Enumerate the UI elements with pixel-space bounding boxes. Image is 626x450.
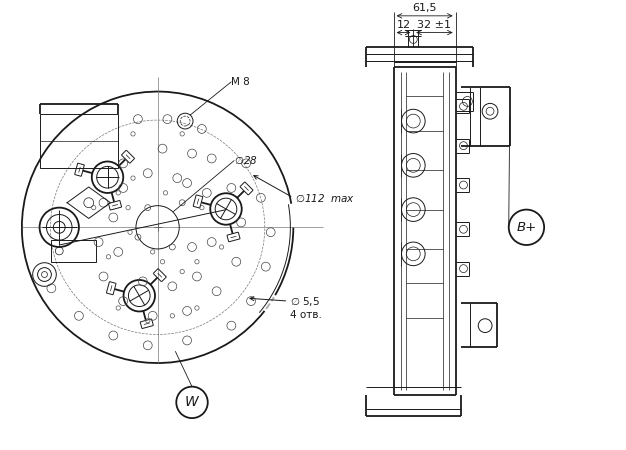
Text: $\varnothing$ 5,5: $\varnothing$ 5,5 bbox=[290, 295, 321, 307]
Text: M 8: M 8 bbox=[232, 77, 250, 87]
Text: $\varnothing$28: $\varnothing$28 bbox=[234, 154, 258, 166]
Text: 61,5: 61,5 bbox=[413, 3, 437, 13]
Text: B+: B+ bbox=[516, 221, 536, 234]
Text: $\varnothing$112  max: $\varnothing$112 max bbox=[295, 192, 356, 204]
Bar bbox=[51, 240, 96, 262]
Text: 4 отв.: 4 отв. bbox=[290, 310, 322, 320]
Text: 12: 12 bbox=[396, 20, 411, 30]
Text: 32 ±1: 32 ±1 bbox=[418, 20, 451, 30]
Text: W: W bbox=[185, 396, 199, 410]
